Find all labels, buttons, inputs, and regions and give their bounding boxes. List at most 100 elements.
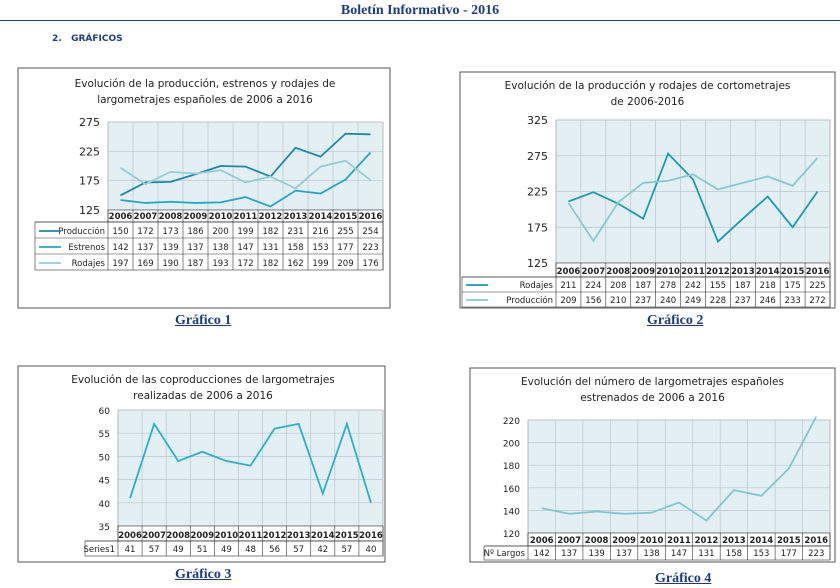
data-label: 199 — [312, 259, 328, 269]
data-label: 182 — [262, 259, 278, 269]
chart-title: Evolución de la producción, estrenos y r… — [30, 76, 380, 108]
data-label: 155 — [710, 281, 726, 291]
y-tick-label: 175 — [79, 175, 100, 188]
data-label: 187 — [187, 259, 203, 269]
chart-title: Evolución del número de largometrajes es… — [480, 374, 825, 406]
x-tick-label: 2016 — [359, 531, 383, 541]
series-line-producci-n — [567, 157, 819, 243]
data-label: 209 — [560, 296, 576, 306]
data-label: 223 — [362, 243, 378, 253]
y-tick-label: 120 — [503, 530, 520, 540]
data-label: 41 — [125, 545, 136, 555]
data-label: 272 — [809, 296, 825, 306]
data-label: 156 — [585, 296, 601, 306]
table-body — [34, 221, 384, 271]
chart-caption: Gráfico 3 — [175, 567, 232, 582]
data-label: 177 — [781, 549, 797, 559]
chart-title-line: largometrajes españoles de 2006 a 2016 — [97, 94, 313, 106]
chart-title: Evolución de la producción y rodajes de … — [470, 78, 825, 110]
x-tick-label: 2014 — [750, 536, 774, 546]
data-label: 172 — [237, 259, 253, 269]
data-label: 57 — [293, 545, 304, 555]
y-tick-label: 60 — [99, 407, 111, 417]
y-tick-label: 225 — [527, 186, 548, 199]
data-label: 209 — [337, 259, 353, 269]
x-tick-label: 2009 — [184, 212, 208, 222]
y-tick-label: 125 — [527, 257, 548, 270]
data-label: 139 — [162, 243, 178, 253]
data-label: 224 — [585, 281, 601, 291]
x-tick-label: 2006 — [118, 531, 142, 541]
chart-title-line: Evolución de las coproducciones de largo… — [71, 374, 335, 386]
data-label: 187 — [635, 281, 651, 291]
y-tick-label: 325 — [527, 114, 548, 127]
data-label: 158 — [726, 549, 742, 559]
x-tick-label: 2006 — [109, 212, 133, 222]
legend-label: Series1 — [83, 545, 115, 555]
chart-1: 125 175 225 275 2006 2007 2008 2009 2010 2011 2012… — [17, 67, 391, 309]
legend-label: Producción — [506, 295, 553, 306]
x-tick-label: 2010 — [640, 536, 664, 546]
data-label: 158 — [287, 243, 303, 253]
x-tick-label: 2014 — [756, 267, 780, 277]
data-label: 147 — [671, 549, 687, 559]
chart-title: Evolución de las coproducciones de largo… — [28, 372, 378, 404]
legend-label: Rodajes — [520, 281, 554, 291]
x-tick-label: 2007 — [134, 212, 158, 222]
series-line-series1 — [129, 421, 372, 504]
header-divider — [0, 20, 840, 21]
y-tick-label: 45 — [99, 477, 110, 487]
data-label: 131 — [262, 243, 278, 253]
x-tick-label: 2007 — [582, 267, 606, 277]
data-label: 162 — [287, 259, 303, 269]
data-label: 278 — [660, 281, 676, 291]
data-label: 49 — [173, 545, 184, 555]
chart-caption: Gráfico 4 — [655, 571, 712, 586]
x-tick-label: 2014 — [311, 531, 335, 541]
chart-title-line: realizadas de 2006 a 2016 — [133, 390, 273, 402]
x-tick-label: 2008 — [166, 531, 190, 541]
series-line-rodajes — [568, 151, 819, 244]
data-label: 200 — [212, 227, 228, 237]
section-title: GRÁFICOS — [71, 34, 123, 44]
data-label: 40 — [366, 545, 377, 555]
y-tick-label: 180 — [503, 462, 520, 472]
y-tick-label: 35 — [99, 523, 110, 533]
data-label: 142 — [112, 243, 128, 253]
x-tick-label: 2015 — [335, 531, 359, 541]
y-tick-label: 140 — [503, 507, 520, 517]
x-tick-label: 2015 — [777, 536, 801, 546]
x-tick-label: 2012 — [706, 267, 730, 277]
y-tick-label: 40 — [99, 500, 111, 510]
x-tick-label: 2011 — [234, 212, 258, 222]
y-tick-label: 225 — [79, 145, 100, 158]
data-label: 255 — [337, 227, 353, 237]
bulletin-title: Boletín Informativo - 2016 — [340, 3, 500, 18]
data-label: 254 — [362, 227, 378, 237]
data-label: 48 — [245, 545, 256, 555]
x-tick-label: 2010 — [215, 531, 239, 541]
data-label: 137 — [137, 243, 153, 253]
x-tick-label: 2011 — [239, 531, 263, 541]
x-tick-label: 2007 — [142, 531, 166, 541]
chart-title-line: Evolución del número de largometrajes es… — [521, 376, 784, 388]
data-label: 176 — [362, 259, 378, 269]
x-tick-label: 2013 — [284, 212, 308, 222]
x-tick-label: 2016 — [806, 267, 830, 277]
x-tick-label: 2011 — [681, 267, 705, 277]
x-tick-label: 2006 — [557, 267, 581, 277]
data-label: 233 — [785, 296, 801, 306]
data-label: 197 — [112, 259, 128, 269]
data-label: 177 — [337, 243, 353, 253]
data-label: 175 — [785, 281, 801, 291]
legend-label: Nº Largos — [484, 549, 526, 559]
data-label: 228 — [710, 296, 726, 306]
data-label: 42 — [317, 545, 328, 555]
data-label: 242 — [685, 281, 701, 291]
x-tick-label: 2006 — [530, 536, 554, 546]
data-label: 237 — [635, 296, 651, 306]
data-label: 190 — [162, 259, 178, 269]
x-tick-label: 2010 — [209, 212, 233, 222]
